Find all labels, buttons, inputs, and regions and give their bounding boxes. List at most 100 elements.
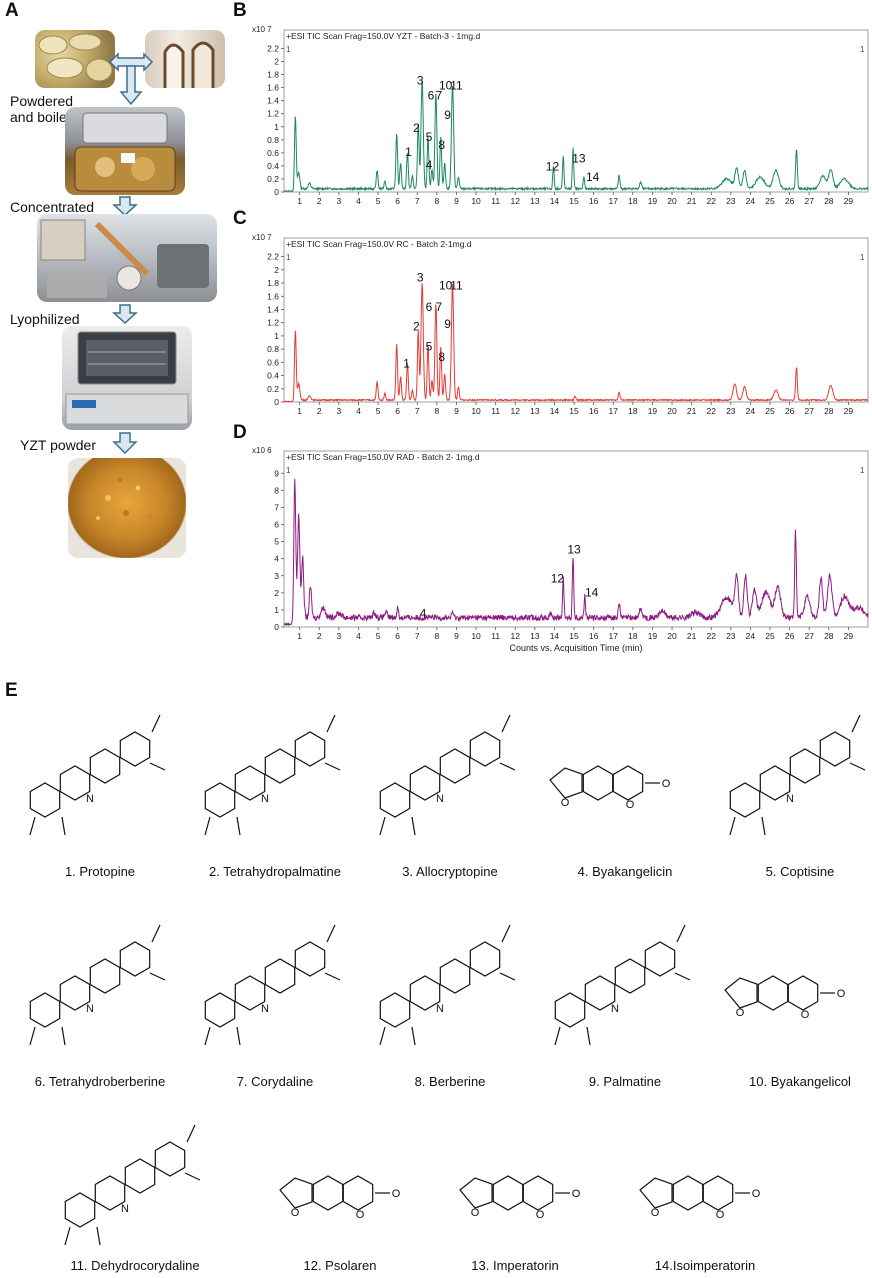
x-tick-label: 27 bbox=[804, 196, 814, 206]
y-tick-label: 1 bbox=[274, 122, 279, 132]
benzene-ring bbox=[582, 765, 614, 801]
peak-label: 12 bbox=[551, 572, 565, 586]
bond bbox=[64, 1226, 71, 1246]
boiling-apparatus-photo bbox=[65, 107, 185, 195]
x-tick-label: 6 bbox=[395, 196, 400, 206]
x-tick-label: 20 bbox=[667, 406, 677, 416]
x-tick-label: 24 bbox=[746, 196, 756, 206]
peak-label: 3 bbox=[417, 73, 424, 87]
y-tick-label: 1.2 bbox=[267, 318, 279, 328]
ring-b bbox=[59, 765, 91, 801]
structure-2: N bbox=[204, 714, 341, 836]
structure-9: N bbox=[554, 924, 691, 1046]
y-tick-label: 0 bbox=[274, 187, 279, 197]
compound-caption: 11. Dehydrocorydaline bbox=[70, 1258, 200, 1273]
y-tick-label: 0.8 bbox=[267, 344, 279, 354]
y-tick-label: 1 bbox=[274, 331, 279, 341]
x-tick-label: 15 bbox=[569, 406, 579, 416]
x-tick-label: 5 bbox=[376, 196, 381, 206]
y-tick-label: 9 bbox=[274, 468, 279, 478]
y-tick-label: 2 bbox=[274, 588, 279, 598]
peak-label: 3 bbox=[417, 271, 424, 285]
compound-caption: 14.Isoimperatorin bbox=[654, 1258, 756, 1273]
plot-frame bbox=[283, 237, 869, 403]
ring-b bbox=[234, 975, 266, 1011]
x-tick-label: 11 bbox=[491, 631, 500, 641]
nitrogen-label: N bbox=[121, 1203, 129, 1215]
y-tick-label: 1.4 bbox=[267, 304, 279, 314]
tic-trace bbox=[283, 283, 869, 403]
ring-c bbox=[264, 748, 296, 784]
ring-b bbox=[59, 975, 91, 1011]
x-tick-label: 29 bbox=[844, 196, 854, 206]
peak-label: 5 bbox=[426, 339, 433, 353]
oxygen-label: O bbox=[561, 797, 570, 809]
compound-caption: 1. Protopine bbox=[64, 864, 136, 879]
structure-12: O O O bbox=[279, 1175, 401, 1221]
x-tick-label: 19 bbox=[648, 196, 658, 206]
peak-label: 6 bbox=[428, 88, 435, 102]
bond bbox=[379, 1026, 386, 1046]
x-tick-label: 28 bbox=[824, 406, 834, 416]
x-tick-label: 24 bbox=[746, 406, 756, 416]
x-tick-label: 8 bbox=[434, 631, 439, 641]
x-tick-label: 7 bbox=[415, 631, 420, 641]
peak-label: 14 bbox=[585, 585, 599, 599]
x-tick-label: 3 bbox=[337, 631, 342, 641]
bond bbox=[729, 816, 736, 836]
x-tick-label: 16 bbox=[589, 631, 599, 641]
plot-frame bbox=[283, 29, 869, 193]
peak-label: 11 bbox=[450, 279, 463, 293]
bond bbox=[236, 1026, 241, 1046]
x-tick-label: 6 bbox=[395, 631, 400, 641]
oxygen-label: O bbox=[356, 1209, 365, 1221]
ring-a bbox=[29, 782, 61, 818]
y-tick-label: 0.2 bbox=[267, 174, 279, 184]
nitrogen-label: N bbox=[86, 1003, 94, 1015]
bond bbox=[586, 1026, 591, 1046]
x-tick-label: 14 bbox=[550, 406, 560, 416]
ring-a bbox=[64, 1192, 96, 1228]
structure-8: N bbox=[379, 924, 516, 1046]
x-tick-label: 22 bbox=[706, 631, 716, 641]
oxygen-label: O bbox=[736, 1007, 745, 1019]
x-tick-label: 3 bbox=[337, 406, 342, 416]
bond bbox=[411, 816, 416, 836]
boiling-apparatus-sketch bbox=[74, 112, 176, 192]
x-tick-label: 10 bbox=[471, 196, 481, 206]
peak-label: 4 bbox=[420, 607, 427, 621]
compound-caption: 2. Tetrahydropalmatine bbox=[208, 864, 341, 879]
furan-ring bbox=[549, 767, 583, 799]
corner-label-left: 1 bbox=[286, 253, 291, 262]
x-tick-label: 1 bbox=[297, 631, 302, 641]
y-tick-label: 1.4 bbox=[267, 96, 279, 106]
corner-label-left: 1 bbox=[286, 45, 291, 54]
furan-ring bbox=[459, 1177, 493, 1209]
ring-c bbox=[89, 958, 121, 994]
x-tick-label: 21 bbox=[687, 406, 697, 416]
yzt-powder-photo bbox=[68, 458, 186, 558]
corner-label-right: 1 bbox=[860, 253, 865, 262]
y-tick-label: 2 bbox=[274, 57, 279, 67]
oxygen-label: O bbox=[471, 1207, 480, 1219]
x-tick-label: 13 bbox=[530, 406, 540, 416]
peak-label: 7 bbox=[435, 300, 442, 314]
y-tick-label: 1 bbox=[274, 605, 279, 615]
bond bbox=[149, 762, 166, 771]
y-tick-label: 2 bbox=[274, 265, 279, 275]
carbonyl-oxygen-label: O bbox=[392, 1188, 401, 1200]
bond bbox=[849, 762, 866, 771]
bond bbox=[674, 972, 691, 981]
arrow-down-1-icon bbox=[112, 196, 138, 216]
ring-d bbox=[469, 941, 501, 977]
step-concentrated-label: Concentrated bbox=[10, 199, 95, 215]
y-tick-label: 0 bbox=[274, 397, 279, 407]
y-tick-label: 2.2 bbox=[267, 252, 279, 262]
ring-d bbox=[644, 941, 676, 977]
arrow-down-3-icon bbox=[112, 432, 138, 454]
bond bbox=[324, 762, 341, 771]
structure-13: O O O bbox=[459, 1175, 581, 1221]
x-tick-label: 25 bbox=[765, 196, 775, 206]
y-tick-label: 0.8 bbox=[267, 135, 279, 145]
ring-b bbox=[409, 975, 441, 1011]
